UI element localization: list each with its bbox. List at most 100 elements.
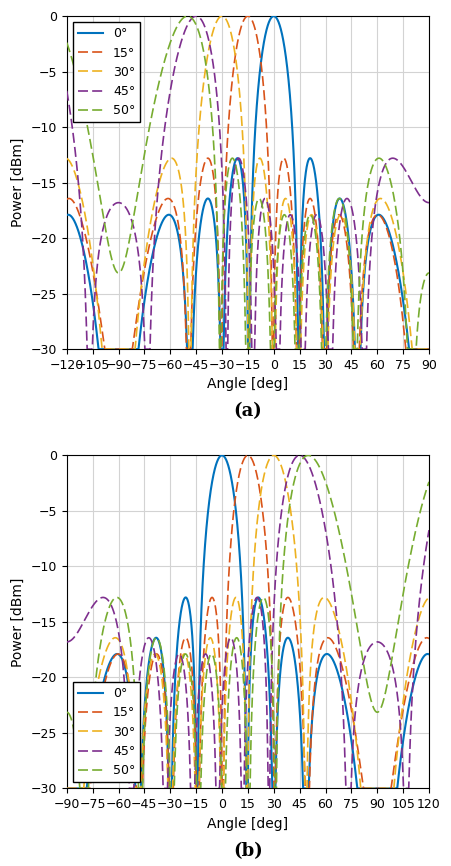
45°: [126, 783, 132, 793]
45°: [202, 649, 208, 659]
X-axis label: Angle [deg]: Angle [deg]: [207, 817, 288, 830]
45°: [105, 595, 110, 605]
15°: [245, 450, 250, 461]
50°: [425, 268, 431, 278]
15°: [218, 344, 224, 354]
50°: [127, 630, 132, 641]
X-axis label: Angle [deg]: Angle [deg]: [207, 378, 288, 391]
Line: 15°: 15°: [67, 16, 428, 349]
0°: [425, 344, 431, 354]
30°: [64, 153, 69, 164]
50°: [218, 301, 224, 312]
30°: [202, 650, 208, 660]
Line: 50°: 50°: [67, 16, 428, 349]
30°: [218, 11, 224, 22]
45°: [296, 450, 302, 461]
0°: [271, 11, 276, 22]
45°: [380, 640, 385, 650]
30°: [425, 344, 431, 354]
Y-axis label: Power [dBm]: Power [dBm]: [11, 138, 25, 227]
Line: 30°: 30°: [67, 16, 428, 349]
45°: [105, 208, 110, 218]
0°: [105, 344, 110, 354]
30°: [219, 11, 224, 22]
15°: [244, 11, 250, 22]
45°: [218, 716, 224, 727]
30°: [105, 641, 110, 651]
50°: [380, 696, 385, 707]
30°: [379, 783, 385, 793]
Line: 0°: 0°: [67, 456, 428, 788]
30°: [425, 592, 431, 603]
15°: [379, 783, 385, 793]
50°: [380, 156, 385, 166]
50°: [202, 59, 208, 69]
Y-axis label: Power [dBm]: Power [dBm]: [11, 578, 25, 667]
Line: 0°: 0°: [67, 16, 428, 349]
30°: [419, 604, 424, 614]
50°: [216, 344, 221, 354]
0°: [425, 650, 431, 660]
0°: [202, 196, 208, 206]
15°: [425, 633, 431, 643]
50°: [305, 450, 310, 461]
50°: [425, 476, 431, 487]
0°: [379, 783, 385, 793]
50°: [419, 499, 424, 509]
30°: [64, 783, 69, 793]
30°: [105, 344, 110, 354]
0°: [419, 344, 424, 354]
15°: [127, 344, 132, 354]
30°: [218, 783, 224, 793]
45°: [84, 344, 90, 354]
45°: [127, 783, 132, 793]
0°: [64, 210, 69, 220]
45°: [419, 572, 424, 583]
15°: [380, 215, 385, 225]
0°: [219, 450, 224, 461]
0°: [127, 344, 132, 354]
0°: [380, 213, 385, 223]
45°: [425, 525, 431, 535]
0°: [419, 654, 424, 664]
15°: [425, 344, 431, 354]
15°: [105, 344, 110, 354]
0°: [96, 344, 101, 354]
0°: [105, 662, 110, 672]
Text: (b): (b): [233, 842, 262, 860]
45°: [127, 210, 132, 220]
50°: [64, 707, 69, 717]
30°: [419, 344, 424, 354]
50°: [419, 284, 424, 294]
30°: [99, 344, 105, 354]
15°: [419, 344, 424, 354]
45°: [193, 11, 198, 22]
15°: [102, 344, 107, 354]
0°: [127, 690, 132, 701]
45°: [203, 25, 208, 36]
0°: [202, 532, 208, 542]
15°: [419, 637, 424, 647]
Legend: 0°, 15°, 30°, 45°, 50°: 0°, 15°, 30°, 45°, 50°: [73, 682, 140, 782]
Line: 50°: 50°: [67, 456, 428, 788]
50°: [64, 37, 69, 48]
15°: [127, 682, 132, 693]
50°: [105, 605, 110, 616]
15°: [218, 723, 224, 734]
45°: [64, 86, 69, 96]
Line: 30°: 30°: [67, 456, 428, 788]
30°: [127, 683, 132, 694]
15°: [105, 666, 110, 676]
50°: [127, 234, 132, 244]
45°: [64, 637, 69, 647]
15°: [202, 624, 208, 634]
30°: [127, 344, 132, 354]
Legend: 0°, 15°, 30°, 45°, 50°: 0°, 15°, 30°, 45°, 50°: [73, 23, 140, 122]
45°: [425, 197, 431, 208]
Text: (a): (a): [233, 403, 262, 420]
Line: 45°: 45°: [67, 16, 428, 349]
0°: [218, 344, 224, 354]
45°: [380, 165, 385, 175]
15°: [202, 155, 208, 165]
50°: [184, 11, 190, 22]
